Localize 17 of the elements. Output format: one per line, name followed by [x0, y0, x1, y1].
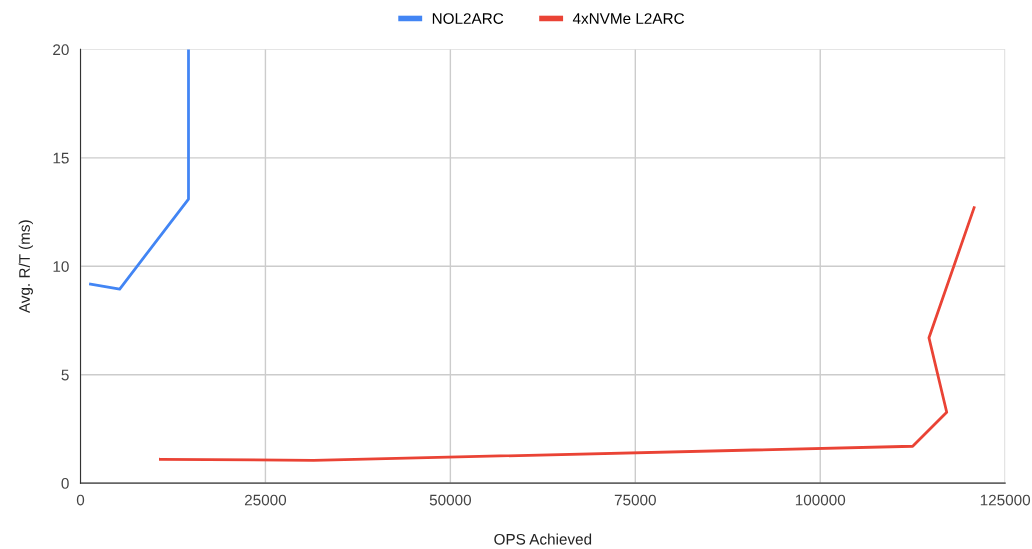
line-series — [159, 206, 976, 462]
y-tick-label: 10 — [53, 261, 69, 272]
x-tick-label: 0 — [76, 494, 85, 506]
x-axis-title: OPS Achieved — [494, 533, 592, 545]
legend-label: NOL2ARC — [432, 13, 504, 24]
x-tick-label: 125000 — [980, 494, 1031, 506]
x-tick-label: 50000 — [429, 494, 472, 506]
y-axis-title: Avg. R/T (ms) — [18, 220, 33, 314]
y-tick-label: 15 — [53, 152, 69, 164]
legend-label: 4xNVMe L2ARC — [572, 13, 685, 24]
y-tick-label: 20 — [53, 44, 69, 56]
y-tick-label: 5 — [61, 369, 69, 381]
line-series — [89, 49, 190, 291]
x-tick-label: 75000 — [614, 494, 656, 506]
y-tick-label: 0 — [61, 477, 69, 489]
x-tick-label: 100000 — [795, 494, 846, 506]
x-tick-label: 25000 — [244, 494, 287, 506]
